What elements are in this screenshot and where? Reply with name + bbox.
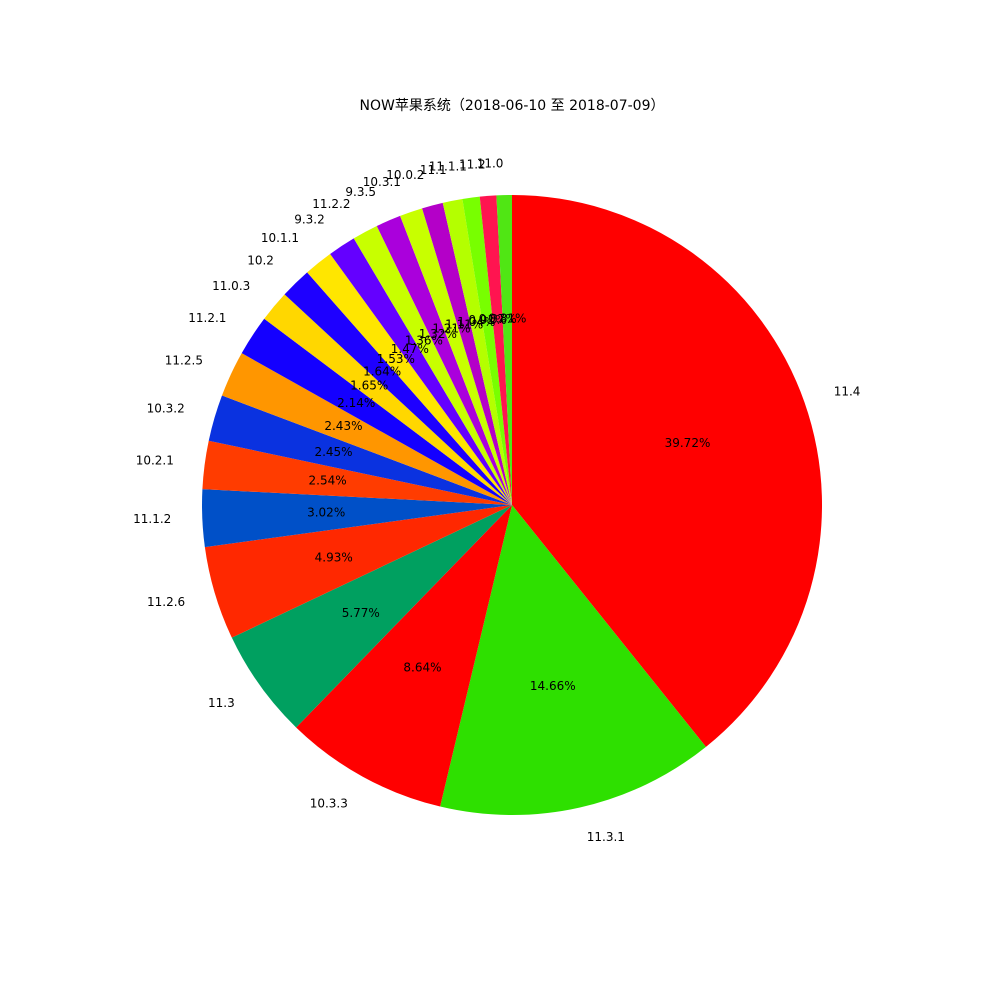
pie-slice (241, 318, 512, 505)
pie-slices (202, 194, 823, 816)
slice-category-label: 10.2.1 (136, 453, 174, 467)
slice-category-label: 11.2 (459, 158, 486, 172)
slice-category-label: 10.3.2 (147, 402, 185, 416)
pie-slice (202, 440, 512, 505)
slice-percentage-label: 2.54% (309, 473, 347, 487)
pie-slice (284, 272, 512, 505)
slice-category-label: 11.2.2 (312, 197, 350, 211)
slice-category-label: 11.2.5 (165, 353, 203, 367)
slice-percentage-label: 1.32% (419, 327, 457, 341)
pie-slice (400, 208, 512, 505)
pie-slice (496, 194, 512, 505)
slice-category-label: 10.0.2 (386, 168, 424, 182)
slice-percentage-label: 1.65% (350, 378, 388, 392)
slice-category-label: 11.3.1 (587, 830, 625, 844)
pie-slice (353, 226, 512, 505)
pie-slice (440, 505, 706, 816)
slice-labels: 11.4 11.3.1 10.3.3 11.3 11.2.6 11.1.2 10.2.1 10… (133, 157, 860, 845)
slice-percentage-label: 1.11% (445, 318, 483, 332)
slice-category-label: 11.2.1 (188, 311, 226, 325)
slice-category-label: 9.3.2 (294, 213, 325, 227)
slice-category-label: 11.1.1 (429, 159, 467, 173)
slice-category-label: 10.2 (247, 253, 274, 267)
pie-slice (462, 196, 512, 505)
slice-percentage-label: 2.14% (337, 396, 375, 410)
slice-category-label: 11.4 (834, 384, 861, 398)
slice-percentage-label: 1.53% (377, 352, 415, 366)
slice-category-label: 10.3.3 (310, 796, 348, 810)
chart-title: NOW苹果系统（2018-06-10 至 2018-07-09） (360, 98, 665, 114)
slice-category-label: 10.3.1 (363, 175, 401, 189)
pie-slice (479, 195, 512, 505)
pie-slice (231, 505, 512, 728)
pie-slice (376, 215, 512, 505)
slice-category-label: 11.1.2 (133, 512, 171, 526)
slice-percentage-label: 4.93% (315, 551, 353, 565)
slice-percentage-label: 2.43% (324, 419, 362, 433)
slice-percentage-label: 1.21% (432, 322, 470, 336)
pie-slice (307, 253, 512, 505)
pie-slice (422, 202, 512, 505)
pie-slice (202, 489, 512, 548)
pie-slice (296, 505, 512, 807)
slice-percentage-label: 5.77% (342, 606, 380, 620)
slice-category-label: 11.1 (420, 163, 447, 177)
percentage-labels: 39.72% 14.66% 8.64% 5.77% 4.93% 3.02% 2.54% 2.4… (307, 312, 710, 693)
slice-percentage-label: 1.04% (457, 315, 495, 329)
pie-slice (208, 395, 513, 505)
pie-slice (204, 505, 512, 638)
pie-slice (512, 195, 823, 747)
slice-percentage-label: 2.45% (314, 445, 352, 459)
pie-slice (264, 294, 512, 505)
slice-percentage-label: 14.66% (530, 679, 576, 693)
slice-category-label: 11.0.3 (212, 279, 250, 293)
slice-category-label: 9.3.5 (345, 185, 376, 199)
slice-category-label: 11.3 (208, 696, 235, 710)
pie-slice (221, 353, 513, 505)
slice-percentage-label: 1.64% (363, 364, 401, 378)
slice-percentage-label: 1.47% (391, 342, 429, 356)
slice-category-label: 11.0 (477, 157, 504, 171)
slice-percentage-label: 39.72% (665, 436, 711, 450)
slice-category-label: 11.2.6 (147, 595, 185, 609)
pie-slice (330, 238, 512, 505)
slice-percentage-label: 3.02% (307, 505, 345, 519)
slice-category-label: 10.1.1 (261, 231, 299, 245)
slice-percentage-label: 0.91% (468, 313, 506, 327)
slice-percentage-label: 0.87% (479, 312, 517, 326)
slice-percentage-label: 0.81% (488, 312, 526, 326)
slice-percentage-label: 8.64% (403, 661, 441, 675)
slice-percentage-label: 1.36% (405, 334, 443, 348)
pie-slice (442, 199, 512, 505)
